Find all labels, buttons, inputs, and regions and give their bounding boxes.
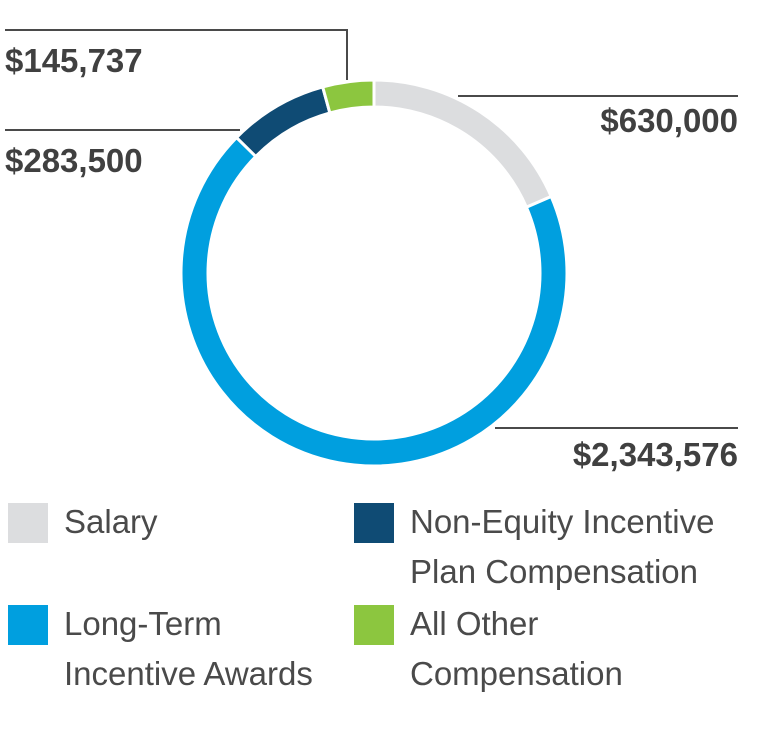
value-label-other: $145,737: [5, 42, 143, 79]
legend-label-ltia: Long-Term Incentive Awards: [64, 605, 313, 692]
legend-swatch-ltia: [8, 605, 48, 645]
value-label-neip: $283,500: [5, 142, 143, 179]
legend-swatch-neip: [354, 503, 394, 543]
legend-label-neip: Non-Equity Incentive Plan Compensation: [410, 503, 715, 590]
legend-item-ltia: Long-Term Incentive Awards: [8, 599, 313, 699]
legend-item-neip: Non-Equity Incentive Plan Compensation: [354, 497, 715, 597]
donut-slice-other: [320, 78, 376, 115]
donut-chart: $630,000 $2,343,576 $283,500 $145,737: [5, 29, 738, 473]
donut-slice-salary: [372, 78, 554, 210]
leader-line-other: [5, 29, 348, 80]
legend-swatch-other: [354, 605, 394, 645]
legend-item-salary: Salary: [8, 497, 158, 547]
legend-label-other: All Other Compensation: [410, 605, 623, 692]
value-label-ltia: $2,343,576: [573, 436, 738, 473]
donut-slice-ltia: [179, 135, 569, 468]
legend-item-other: All Other Compensation: [354, 599, 623, 699]
donut-slice-neip: [234, 85, 332, 159]
legend-label-salary: Salary: [64, 503, 158, 540]
legend-swatch-salary: [8, 503, 48, 543]
value-label-salary: $630,000: [600, 102, 738, 139]
